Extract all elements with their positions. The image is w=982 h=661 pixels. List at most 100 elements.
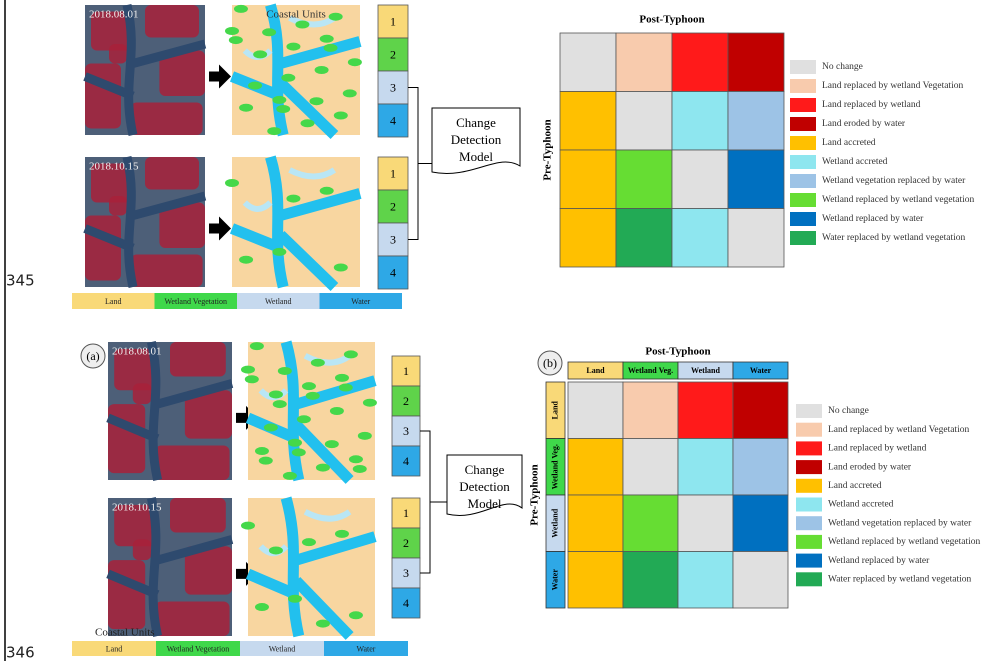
- class-label: Land: [105, 297, 121, 306]
- legend-swatch: [790, 117, 816, 131]
- matrix-title: Post-Typhoon: [639, 14, 704, 26]
- figure-page: 345 346 2018.08.0112342018.10.151234Coas…: [0, 0, 982, 661]
- legend-swatch: [796, 479, 822, 493]
- vegetation-patch: [288, 439, 302, 447]
- matrix-cell: [568, 552, 623, 609]
- unit-number: 4: [390, 113, 396, 127]
- model-label: Model: [459, 149, 493, 164]
- legend-swatch: [790, 193, 816, 207]
- legend-swatch: [796, 535, 822, 549]
- matrix-cell: [560, 92, 616, 151]
- vegetation-patch: [316, 464, 330, 472]
- matrix-cell: [568, 495, 623, 552]
- legend-label: Wetland replaced by wetland vegetation: [822, 195, 974, 205]
- legend-label: No change: [822, 62, 863, 72]
- row-header-label: Wetland: [550, 508, 559, 537]
- unit-number: 1: [403, 364, 409, 378]
- legend-label: Land eroded by water: [828, 462, 912, 472]
- legend-label: Wetland vegetation replaced by water: [828, 518, 972, 528]
- vegetation-patch: [269, 390, 283, 398]
- matrix-cell: [568, 439, 623, 496]
- class-label: Wetland Vegetation: [167, 644, 230, 653]
- unit-number: 4: [403, 596, 409, 610]
- matrix-cell: [678, 439, 733, 496]
- vegetation-patch: [286, 43, 300, 51]
- matrix-cell: [672, 92, 728, 151]
- matrix-cell: [678, 382, 733, 439]
- vegetation-patch: [262, 28, 276, 36]
- vegetation-patch: [358, 432, 372, 440]
- matrix-cell: [678, 552, 733, 609]
- column-header-label: Wetland: [691, 366, 720, 375]
- matrix-cell: [623, 552, 678, 609]
- unit-number: 4: [403, 454, 409, 468]
- legend-label: Land replaced by wetland: [822, 100, 921, 110]
- vegetation-patch: [145, 5, 199, 38]
- legend-swatch: [790, 231, 816, 245]
- vegetation-patch: [276, 105, 290, 113]
- vegetation-patch: [241, 522, 255, 530]
- legend-swatch: [796, 423, 822, 437]
- vegetation-patch: [348, 58, 362, 66]
- vegetation-patch: [288, 595, 302, 603]
- vegetation-patch: [320, 35, 334, 43]
- bracket: [420, 431, 447, 573]
- unit-number: 2: [390, 199, 396, 213]
- vegetation-patch: [245, 375, 259, 383]
- vegetation-patch: [108, 404, 145, 473]
- vegetation-patch: [334, 264, 348, 272]
- vegetation-patch: [343, 89, 357, 97]
- unit-number: 3: [403, 424, 409, 438]
- vegetation-patch: [349, 455, 363, 463]
- matrix-title: Post-Typhoon: [645, 346, 710, 358]
- vegetation-patch: [320, 187, 334, 195]
- matrix-cell: [616, 92, 672, 151]
- legend-label: Wetland accreted: [828, 500, 894, 510]
- vegetation-patch: [297, 415, 311, 423]
- vegetation-patch: [292, 448, 306, 456]
- legend-swatch: [796, 441, 822, 455]
- unit-number: 1: [403, 506, 409, 520]
- vegetation-patch: [234, 5, 248, 13]
- matrix-cell: [560, 209, 616, 268]
- vegetation-patch: [272, 248, 286, 256]
- vegetation-patch: [302, 382, 316, 390]
- legend-swatch: [796, 572, 822, 586]
- matrix-cell: [733, 382, 788, 439]
- legend-label: Wetland replaced by water: [828, 556, 930, 566]
- vegetation-patch: [248, 82, 262, 90]
- vegetation-patch: [334, 112, 348, 120]
- legend-swatch: [796, 460, 822, 474]
- vegetation-patch: [283, 472, 297, 480]
- matrix-cell: [728, 33, 784, 92]
- vegetation-patch: [324, 44, 338, 52]
- legend-swatch: [796, 516, 822, 530]
- legend-swatch: [790, 136, 816, 150]
- column-header-label: Water: [750, 366, 772, 375]
- vegetation-patch: [295, 21, 309, 29]
- matrix-cell: [733, 495, 788, 552]
- legend-label: Land accreted: [828, 481, 882, 491]
- vegetation-patch: [250, 342, 264, 350]
- legend-label: Wetland replaced by water: [822, 214, 924, 224]
- vegetation-patch: [286, 195, 300, 203]
- vegetation-patch: [255, 603, 269, 611]
- vegetation-patch: [264, 424, 278, 432]
- matrix-cell: [616, 209, 672, 268]
- legend-swatch: [790, 212, 816, 226]
- vegetation-patch: [309, 97, 323, 105]
- unit-number: 1: [390, 14, 396, 28]
- row-header-label: Water: [550, 569, 559, 591]
- legend-label: Wetland replaced by wetland vegetation: [828, 537, 980, 547]
- unit-number: 2: [390, 47, 396, 61]
- unit-number: 3: [390, 80, 396, 94]
- matrix-cell: [728, 92, 784, 151]
- vegetation-patch: [273, 400, 287, 408]
- vegetation-patch: [259, 457, 273, 465]
- vegetation-patch: [267, 127, 281, 135]
- model-label: Detection: [451, 132, 502, 147]
- class-label: Wetland: [265, 297, 291, 306]
- vegetation-patch: [225, 179, 239, 187]
- legend-swatch: [790, 155, 816, 169]
- vegetation-patch: [302, 538, 316, 546]
